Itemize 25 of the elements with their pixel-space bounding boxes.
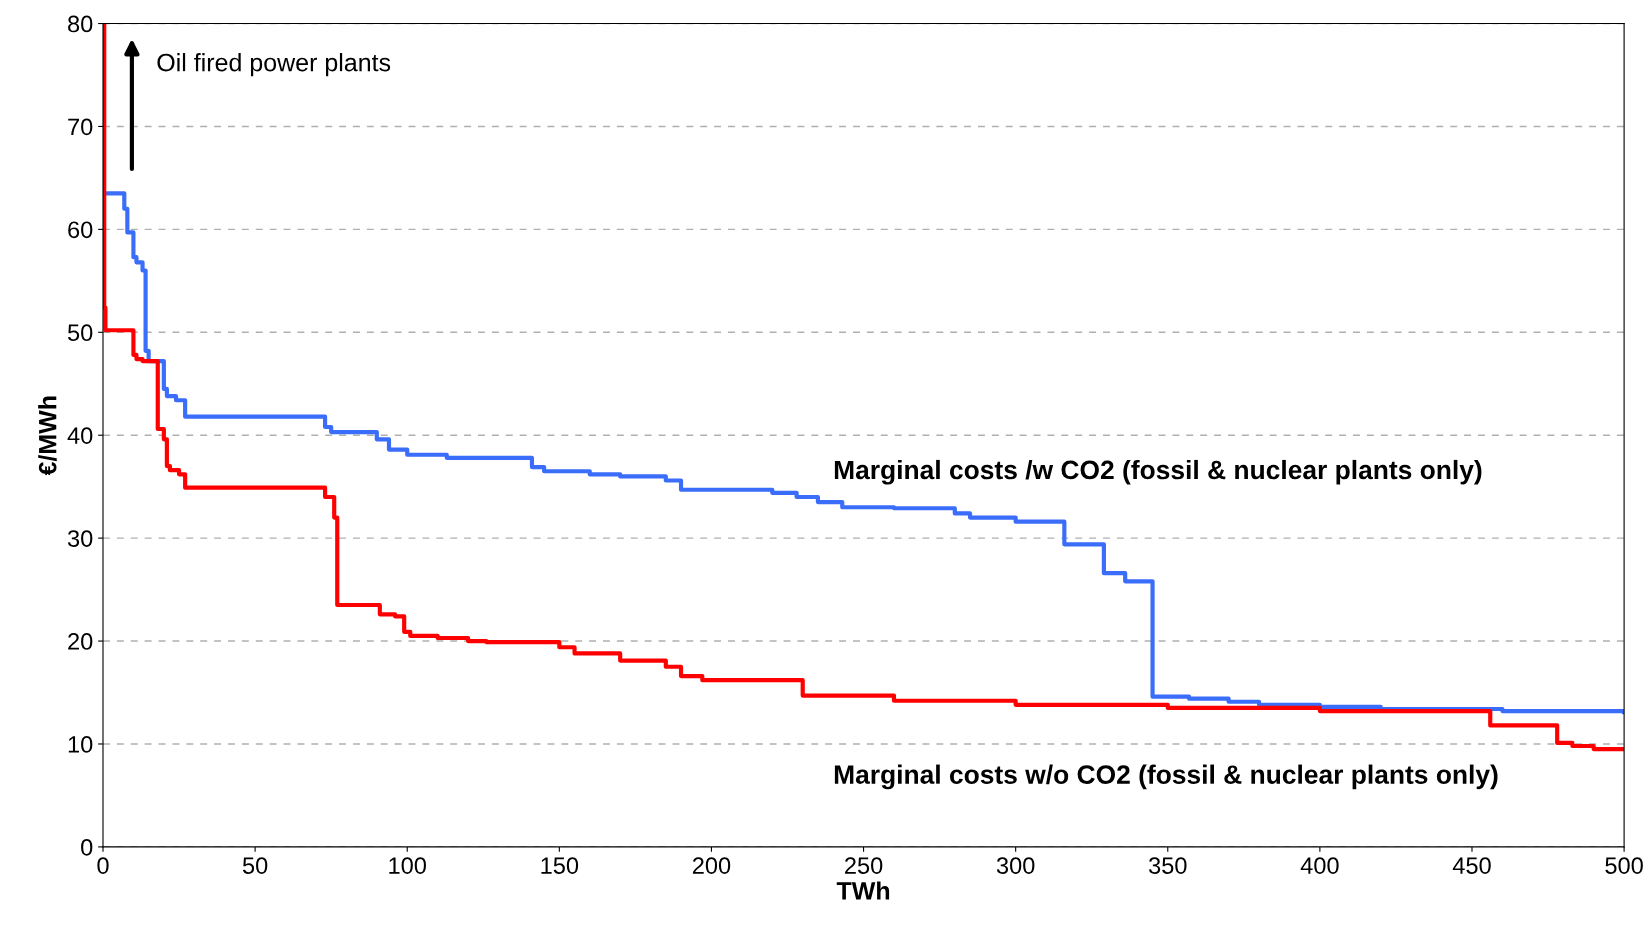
x-tick-label: 0 <box>97 857 109 874</box>
y-tick-label: 60 <box>68 221 93 239</box>
y-tick-label: 70 <box>68 118 93 136</box>
y-tick-label: 30 <box>67 530 93 547</box>
y-tick-label: 80 <box>68 15 93 33</box>
x-tick-label: 300 <box>996 857 1035 874</box>
x-tick-label: 250 <box>845 857 883 874</box>
y-tick-label: 50 <box>67 324 93 342</box>
series-label: Marginal costs /w CO2 (fossil & nuclear plants only) <box>834 459 1482 485</box>
y-axis-title: €/MWh <box>38 396 57 476</box>
y-tick-label: 10 <box>68 736 93 753</box>
series-label: Marginal costs w/o CO2 (fossil & nuclear plants only) <box>834 764 1498 790</box>
annotation: Oil fired power plants <box>157 53 391 77</box>
y-tick-label: 20 <box>68 633 93 650</box>
x-tick-label: 200 <box>692 857 731 874</box>
y-tick-label: 40 <box>67 427 93 444</box>
x-tick-label: 400 <box>1300 857 1339 874</box>
x-tick-label: 50 <box>242 857 268 874</box>
x-tick-label: 100 <box>389 857 426 874</box>
y-tick-label: 0 <box>81 838 93 856</box>
x-tick-label: 150 <box>541 857 579 874</box>
x-tick-label: 450 <box>1452 857 1491 874</box>
x-tick-label: 350 <box>1148 857 1187 874</box>
x-axis-title: TWh <box>836 881 890 900</box>
x-tick-label: 500 <box>1605 857 1643 874</box>
